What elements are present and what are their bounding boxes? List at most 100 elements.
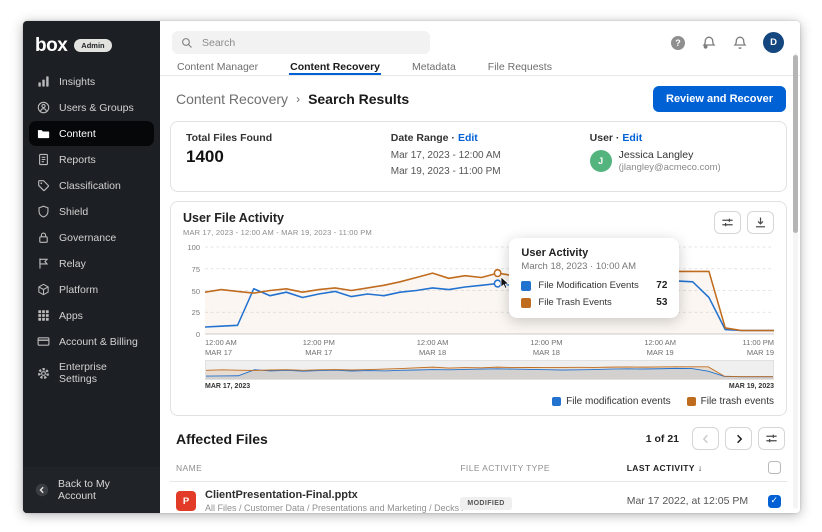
chevron-left-icon	[702, 434, 708, 443]
legend-file-modification[interactable]: File modification events	[552, 396, 671, 407]
chart-download-button[interactable]	[747, 211, 774, 234]
account-avatar[interactable]: D	[763, 32, 784, 53]
date-range-label: Date Range ·	[390, 132, 455, 144]
main-content: ? D Content Manager Content Recovery Met…	[160, 21, 800, 513]
sidebar-item-label: Enterprise Settings	[59, 361, 107, 385]
chart-y-axis: 0 25 50 75 100	[187, 243, 200, 339]
report-icon	[37, 153, 50, 166]
tooltip-row-value: 72	[656, 280, 668, 291]
back-to-my-account-label: Back to My Account	[58, 478, 110, 502]
next-page-button[interactable]	[725, 427, 752, 450]
back-to-my-account[interactable]: Back to My Account	[23, 467, 160, 513]
page-header: Content Recovery › Search Results Review…	[160, 76, 800, 121]
flag-icon	[37, 257, 50, 270]
blue-swatch-icon	[552, 397, 562, 406]
sidebar-item-governance[interactable]: Governance	[29, 225, 154, 250]
chart-legend: File modification events File trash even…	[183, 396, 774, 407]
search-icon	[181, 37, 193, 49]
sidebar-item-content[interactable]: Content	[29, 121, 154, 146]
edit-date-range-link[interactable]: Edit	[457, 132, 478, 144]
topbar: ? D	[160, 21, 800, 61]
sidebar-item-label: Content	[59, 127, 96, 140]
total-files-block: Total Files Found 1400	[186, 132, 391, 180]
table-settings-button[interactable]	[758, 427, 785, 450]
sidebar-item-label: Account & Billing	[59, 335, 138, 348]
brush-end-label: MAR 19, 2023	[728, 383, 774, 390]
breadcrumb-separator-icon: ›	[296, 92, 301, 106]
folder-icon	[37, 127, 50, 140]
sidebar-item-apps[interactable]: Apps	[29, 303, 154, 328]
sidebar-item-relay[interactable]: Relay	[29, 251, 154, 276]
summary-card: Total Files Found 1400 Date Range · Edit …	[170, 121, 787, 192]
chart-plot-area[interactable]: User Activity March 18, 2023 · 10:00 AM …	[205, 238, 774, 336]
previous-page-button[interactable]	[692, 427, 719, 450]
user-avatar: J	[589, 150, 612, 172]
search-input[interactable]	[200, 35, 421, 50]
sidebar-nav: Insights Users & Groups Content Reports …	[23, 67, 160, 467]
gear-icon	[37, 367, 50, 380]
notifications-bell-icon[interactable]	[732, 35, 748, 51]
date-range-block: Date Range · Edit Mar 17, 2023 - 12:00 AM…	[391, 132, 590, 180]
page-title: Search Results	[308, 91, 410, 107]
shield-icon	[37, 205, 50, 218]
cube-icon	[37, 283, 50, 296]
lock-icon	[37, 231, 50, 244]
user-file-activity-card: User File Activity MAR 17, 2023 - 12:00 …	[170, 201, 787, 416]
table-row[interactable]: P ClientPresentation-Final.pptx All File…	[170, 482, 787, 513]
download-icon	[756, 217, 765, 228]
sidebar-item-classification[interactable]: Classification	[29, 173, 154, 198]
tab-metadata[interactable]: Metadata	[412, 61, 456, 73]
edit-user-link[interactable]: Edit	[622, 132, 643, 144]
sidebar-item-shield[interactable]: Shield	[29, 199, 154, 224]
sidebar-item-platform[interactable]: Platform	[29, 277, 154, 302]
box-logo: box	[35, 35, 68, 56]
file-name[interactable]: ClientPresentation-Final.pptx	[205, 489, 358, 501]
review-and-recover-button[interactable]: Review and Recover	[653, 86, 786, 112]
credit-card-icon	[37, 335, 50, 348]
user-email: (jlangley@acmeco.com)	[618, 162, 721, 173]
svg-text:?: ?	[675, 38, 681, 48]
breadcrumb-parent[interactable]: Content Recovery	[176, 91, 289, 107]
chart-tooltip: User Activity March 18, 2023 · 10:00 AM …	[509, 238, 680, 318]
sidebar-item-users-groups[interactable]: Users & Groups	[29, 95, 154, 120]
file-path: All Files / Customer Data / Presentation…	[205, 503, 465, 513]
affected-files-title: Affected Files	[176, 430, 268, 447]
circle-chevron-left-icon	[35, 483, 49, 497]
sidebar-item-insights[interactable]: Insights	[29, 69, 154, 94]
announcements-icon[interactable]	[701, 35, 717, 51]
activity-type-badge: MODIFIED	[460, 497, 512, 510]
sidebar-item-label: Reports	[59, 153, 96, 166]
search-box[interactable]	[172, 31, 430, 54]
admin-badge: Admin	[74, 39, 112, 52]
date-range-start: Mar 17, 2023 - 12:00 AM	[390, 150, 501, 161]
users-icon	[37, 101, 50, 114]
row-checkbox[interactable]	[767, 494, 781, 508]
tab-file-requests[interactable]: File Requests	[487, 61, 552, 73]
sidebar-item-enterprise-settings[interactable]: Enterprise Settings	[29, 355, 154, 391]
affected-files-header: Affected Files 1 of 21	[176, 427, 785, 450]
legend-file-trash[interactable]: File trash events	[686, 396, 774, 407]
help-icon[interactable]: ?	[670, 35, 686, 51]
sidebar-item-reports[interactable]: Reports	[29, 147, 154, 172]
chart-range-brush[interactable]	[205, 360, 774, 380]
sidebar: box Admin Insights Users & Groups Conten…	[23, 21, 160, 513]
sidebar-item-label: Shield	[59, 205, 89, 218]
sidebar-item-label: Relay	[59, 257, 86, 270]
chart-settings-button[interactable]	[714, 211, 741, 234]
sidebar-item-label: Classification	[59, 179, 121, 192]
sidebar-item-label: Insights	[59, 75, 96, 88]
pptx-file-icon: P	[176, 491, 196, 511]
scrollbar-thumb[interactable]	[793, 55, 798, 233]
tab-content-manager[interactable]: Content Manager	[177, 61, 259, 73]
tab-content-recovery[interactable]: Content Recovery	[289, 61, 381, 75]
column-name: NAME	[176, 462, 203, 473]
activity-line-chart	[205, 246, 774, 335]
date-range-end: Mar 19, 2023 - 11:00 PM	[390, 166, 501, 177]
topbar-icons: ? D	[670, 32, 784, 53]
sidebar-item-account-billing[interactable]: Account & Billing	[29, 329, 154, 354]
modification-events-swatch	[521, 280, 532, 291]
last-activity-value: Mar 17 2022, at 12:05 PM	[626, 495, 749, 507]
content-area: Total Files Found 1400 Date Range · Edit …	[160, 121, 800, 513]
select-all-checkbox[interactable]	[767, 461, 781, 474]
column-last-activity[interactable]: LAST ACTIVITY ↓	[626, 462, 703, 473]
